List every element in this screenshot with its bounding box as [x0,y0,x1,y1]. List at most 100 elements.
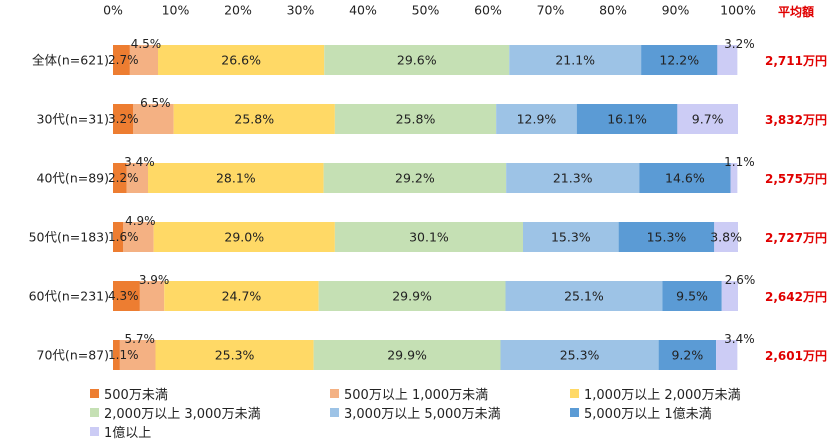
x-tick-label: 80% [599,3,627,18]
data-label: 6.5% [140,96,171,110]
data-label: 21.3% [553,171,593,186]
bar-segment [113,340,120,370]
legend-item: 5,000万以上 1億未満 [570,403,712,422]
bar-segment [148,163,324,193]
x-tick-label: 30% [287,3,315,18]
bar-segment [113,104,133,134]
data-label: 24.7% [222,289,262,304]
bar-segment [641,45,718,75]
x-tick-label: 50% [412,3,440,18]
data-label: 12.2% [659,53,699,68]
bar-segment [158,45,325,75]
bar-segment [717,45,738,75]
legend-item: 1,000万以上 2,000万未満 [570,384,741,403]
data-label: 14.6% [665,171,705,186]
legend-swatch [90,389,99,398]
bar-segment [523,222,619,252]
legend-swatch [90,408,99,417]
bar-segment [334,222,523,252]
bar-segment [716,340,738,370]
category-label: 40代(n=89) [37,171,109,186]
data-label: 1.1% [108,348,139,362]
legend-label: 500万未満 [104,388,168,403]
data-label: 9.5% [676,289,708,304]
bar-segment [129,45,158,75]
data-label: 29.0% [224,230,264,245]
data-label: 4.5% [131,37,162,51]
data-label: 28.1% [216,171,256,186]
data-label: 25.8% [234,112,274,127]
bar-segment [313,340,501,370]
bar-segment [119,340,156,370]
data-label: 3.9% [139,273,170,287]
average-value: 2,601万円 [765,349,827,363]
legend-label: 500万以上 1,000万未満 [344,388,489,403]
x-tick-label: 90% [662,3,690,18]
bar-segment [139,281,165,311]
data-label: 21.1% [555,53,595,68]
bar-segment [318,281,506,311]
bar-segment [496,104,577,134]
data-label: 2.7% [108,53,139,67]
category-label: 70代(n=87) [37,348,109,363]
bar-segment [173,104,335,134]
bar-segment [618,222,715,252]
average-value: 2,575万円 [765,172,827,186]
bar-segment [506,163,640,193]
bar-segment [714,222,738,252]
data-label: 3.8% [710,230,742,245]
bar-segment [505,281,663,311]
bar-segment [113,222,123,252]
legend-swatch [330,389,339,398]
legend-label: 3,000万以上 5,000万未満 [344,407,501,422]
bar-segment [576,104,678,134]
x-tick-label: 0% [103,3,123,18]
data-label: 9.2% [671,348,703,363]
data-label: 2.6% [725,273,756,287]
bar-segment [721,281,738,311]
data-label: 16.1% [607,112,647,127]
data-label: 4.3% [108,289,139,303]
bar-segment [153,222,335,252]
x-tick-label: 40% [349,3,377,18]
bar-segment [155,340,314,370]
category-label: 30代(n=31) [37,112,109,127]
data-label: 25.1% [564,289,604,304]
data-label: 25.8% [396,112,436,127]
average-value: 2,642万円 [765,290,827,304]
category-label: 60代(n=231) [29,289,109,304]
data-label: 29.9% [392,289,432,304]
bar-segment [324,45,510,75]
legend-item: 1億以上 [90,422,151,441]
bar-segment [126,163,148,193]
x-tick-label: 60% [474,3,502,18]
legend-item: 500万以上 1,000万未満 [330,384,488,403]
bar-segment [509,45,642,75]
data-label: 29.2% [395,171,435,186]
data-label: 25.3% [560,348,600,363]
data-label: 9.7% [692,112,724,127]
bar-segment [113,45,130,75]
legend-label: 5,000万以上 1億未満 [584,407,712,422]
data-label: 26.6% [221,53,261,68]
bar-segment [334,104,497,134]
data-label: 30.1% [409,230,449,245]
legend-label: 1,000万以上 2,000万未満 [584,388,741,403]
x-tick-label: 100% [720,3,756,18]
bar-segment [730,163,738,193]
data-label: 4.9% [125,214,156,228]
category-label: 全体(n=621) [32,53,109,68]
legend-swatch [330,408,339,417]
average-value: 2,727万円 [765,231,827,245]
legend-swatch [570,389,579,398]
legend-label: 1億以上 [104,426,152,441]
data-label: 2.2% [108,171,139,185]
average-value: 3,832万円 [765,113,827,127]
legend-swatch [90,427,99,436]
average-value: 2,711万円 [765,54,827,68]
data-label: 29.9% [387,348,427,363]
data-label: 3.2% [108,112,139,126]
data-label: 25.3% [215,348,255,363]
data-label: 15.3% [551,230,591,245]
